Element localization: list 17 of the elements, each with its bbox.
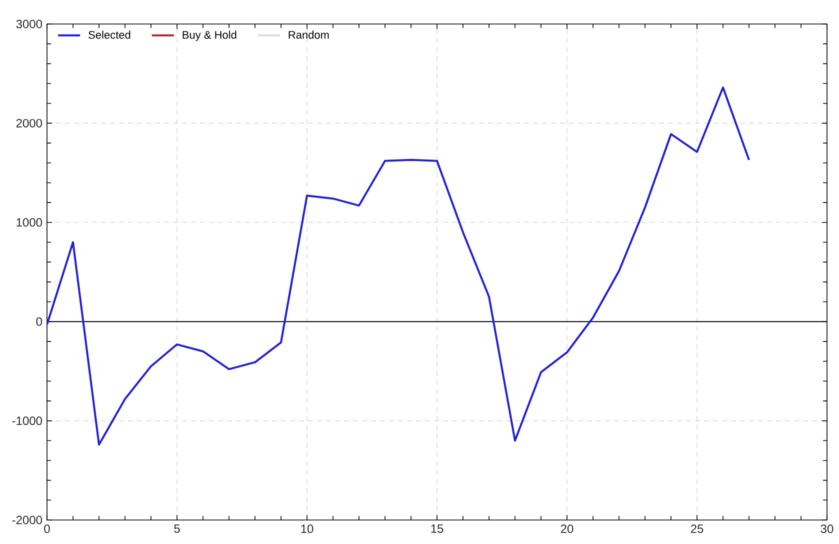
y-tick-label: 1000 [16, 218, 42, 227]
x-tick-label: 20 [560, 524, 574, 534]
y-tick-label: 0 [36, 317, 42, 326]
legend-label: Random [288, 30, 329, 39]
y-tick-label: 2000 [16, 118, 42, 128]
x-tick-label: 10 [301, 524, 314, 534]
x-tick-label: 30 [820, 524, 834, 534]
line-series [47, 86, 750, 446]
x-tick-label: 25 [690, 524, 704, 534]
legend-label: Selected [88, 30, 130, 39]
x-tick-label: 0 [44, 524, 50, 534]
y-tick-label: -2000 [12, 516, 42, 524]
y-tick-label: -1000 [12, 416, 42, 426]
x-tick-label: 5 [174, 524, 180, 533]
y-tick-label: 3000 [16, 20, 42, 28]
legend-label: Buy & Hold [182, 30, 236, 41]
x-tick-label: 15 [431, 524, 444, 533]
